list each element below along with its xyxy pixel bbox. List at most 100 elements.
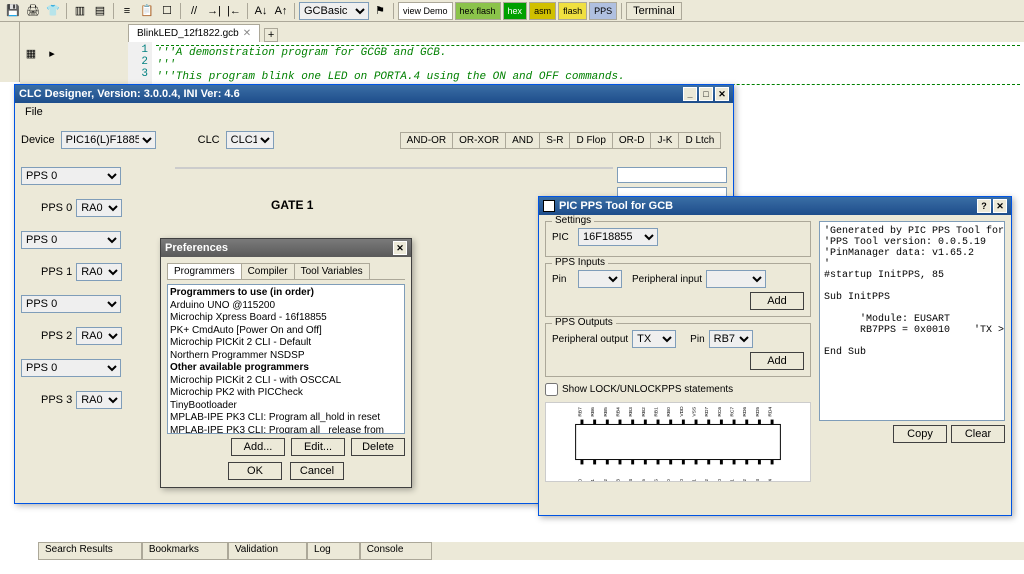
- file-tab[interactable]: BlinkLED_12f1822.gcb ✕: [128, 24, 260, 42]
- tab-programmers[interactable]: Programmers: [167, 263, 242, 279]
- terminal-button[interactable]: Terminal: [626, 2, 682, 20]
- periph-in-select[interactable]: [706, 270, 766, 288]
- clc-titlebar[interactable]: CLC Designer, Version: 3.0.0.4, INI Ver:…: [15, 85, 733, 103]
- tab-bookmarks[interactable]: Bookmarks: [142, 542, 228, 560]
- svg-text:RA5: RA5: [641, 479, 647, 481]
- svg-text:RE0: RE0: [679, 479, 685, 481]
- font-down-icon[interactable]: A↓: [252, 2, 270, 20]
- tab-and-or[interactable]: AND-OR: [400, 132, 453, 149]
- flash-button[interactable]: flash: [558, 2, 587, 20]
- outline-icon[interactable]: ▦: [22, 44, 40, 62]
- tab-search-results[interactable]: Search Results: [38, 542, 142, 560]
- paste-icon[interactable]: 📋: [138, 2, 156, 20]
- line-numbers: 123: [128, 42, 152, 88]
- input1-select[interactable]: PPS 0: [21, 231, 121, 249]
- close-icon[interactable]: ✕: [993, 199, 1007, 213]
- input3-pin-select[interactable]: RA0: [76, 391, 122, 409]
- dest0-input[interactable]: [617, 167, 727, 183]
- close-icon[interactable]: ✕: [243, 28, 251, 39]
- clc-menubar: File: [15, 103, 733, 121]
- svg-text:RE2: RE2: [704, 479, 710, 481]
- cancel-button[interactable]: Cancel: [290, 462, 344, 480]
- new-tab-button[interactable]: +: [264, 28, 278, 42]
- tab-sr[interactable]: S-R: [539, 132, 570, 149]
- tab-tool-variables[interactable]: Tool Variables: [294, 263, 370, 279]
- syntax-combo[interactable]: GCBasic: [299, 2, 369, 20]
- outdent-icon[interactable]: |←: [225, 2, 243, 20]
- save-icon[interactable]: 💾: [4, 2, 22, 20]
- settings-label: Settings: [552, 215, 594, 226]
- bookmark-icon[interactable]: ☐: [158, 2, 176, 20]
- delete-button[interactable]: Delete: [351, 438, 405, 456]
- split-h-icon[interactable]: ▥: [71, 2, 89, 20]
- tools-icon[interactable]: 👕: [44, 2, 62, 20]
- comment-icon[interactable]: //: [185, 2, 203, 20]
- clear-button[interactable]: Clear: [951, 425, 1005, 443]
- tab-or-xor[interactable]: OR-XOR: [452, 132, 506, 149]
- pic-select[interactable]: 16F18855: [578, 228, 658, 246]
- input-pin-select[interactable]: [578, 270, 622, 288]
- input3-select[interactable]: PPS 0: [21, 359, 121, 377]
- add-output-button[interactable]: Add: [750, 352, 804, 370]
- input2-pin-select[interactable]: RA0: [76, 327, 122, 345]
- output-pin-select[interactable]: RB7: [709, 330, 753, 348]
- copy-button[interactable]: Copy: [893, 425, 947, 443]
- svg-text:RA3: RA3: [616, 479, 622, 481]
- tab-dltch[interactable]: D Ltch: [678, 132, 721, 149]
- view-demo-button[interactable]: view Demo: [398, 2, 453, 20]
- pps-button[interactable]: PPS: [589, 2, 617, 20]
- code-content[interactable]: '''A demonstration program for GCGB and …: [152, 42, 1024, 88]
- tab-compiler[interactable]: Compiler: [241, 263, 295, 279]
- indent-icon[interactable]: →|: [205, 2, 223, 20]
- close-icon[interactable]: ✕: [393, 241, 407, 255]
- svg-text:RB5: RB5: [603, 407, 609, 417]
- svg-text:RB3: RB3: [628, 407, 634, 417]
- edit-button[interactable]: Edit...: [291, 438, 345, 456]
- periph-out-select[interactable]: TX: [632, 330, 676, 348]
- show-lock-checkbox[interactable]: [545, 383, 558, 396]
- input0-pin-select[interactable]: RA0: [76, 199, 122, 217]
- tab-validation[interactable]: Validation: [228, 542, 307, 560]
- ok-button[interactable]: OK: [228, 462, 282, 480]
- add-input-button[interactable]: Add: [750, 292, 804, 310]
- svg-text:VDD: VDD: [679, 406, 685, 417]
- tab-dflop[interactable]: D Flop: [569, 132, 612, 149]
- chip-diagram: RB7RB6RB5RB4RB3RB2RB1RB0VDDVSSRD7RC6RC7R…: [545, 402, 811, 482]
- add-button[interactable]: Add...: [231, 438, 285, 456]
- input1-pin-select[interactable]: RA0: [76, 263, 122, 281]
- svg-text:RB7: RB7: [577, 407, 583, 417]
- svg-text:RB1: RB1: [654, 407, 660, 417]
- pps-code-output[interactable]: 'Generated by PIC PPS Tool for Great Cow…: [819, 221, 1005, 421]
- fold-icon[interactable]: ▸: [43, 44, 61, 62]
- device-select[interactable]: PIC16(L)F1885x: [61, 131, 156, 149]
- tab-ord[interactable]: OR-D: [612, 132, 652, 149]
- close-icon[interactable]: ✕: [715, 87, 729, 101]
- svg-text:RD4: RD4: [768, 407, 774, 417]
- pref-titlebar[interactable]: Preferences ✕: [161, 239, 411, 257]
- split-v-icon[interactable]: ▤: [91, 2, 109, 20]
- svg-text:RA1: RA1: [590, 479, 596, 481]
- list-icon[interactable]: ≡: [118, 2, 136, 20]
- font-up-icon[interactable]: A↑: [272, 2, 290, 20]
- tab-jk[interactable]: J-K: [650, 132, 679, 149]
- input0-select[interactable]: PPS 0: [21, 167, 121, 185]
- pref-title: Preferences: [165, 242, 228, 254]
- minimize-icon[interactable]: _: [683, 87, 697, 101]
- tab-and[interactable]: AND: [505, 132, 540, 149]
- input2-select[interactable]: PPS 0: [21, 295, 121, 313]
- hex-button[interactable]: hex: [503, 2, 528, 20]
- pps-titlebar[interactable]: PIC PPS Tool for GCB ? ✕: [539, 197, 1011, 215]
- menu-file[interactable]: File: [19, 106, 49, 118]
- hexflash-button[interactable]: hex flash: [455, 2, 501, 20]
- star-icon[interactable]: ⚑: [371, 2, 389, 20]
- maximize-icon[interactable]: □: [699, 87, 713, 101]
- tab-log[interactable]: Log: [307, 542, 360, 560]
- programmers-list[interactable]: Programmers to use (in order) Arduino UN…: [167, 284, 405, 434]
- svg-text:VSS: VSS: [654, 478, 660, 481]
- help-icon[interactable]: ?: [977, 199, 991, 213]
- clc-select[interactable]: CLC1: [226, 131, 274, 149]
- asm-button[interactable]: asm: [529, 2, 556, 20]
- print-icon[interactable]: 🖨: [24, 2, 42, 20]
- preferences-window: Preferences ✕ Programmers Compiler Tool …: [160, 238, 412, 488]
- tab-console[interactable]: Console: [360, 542, 433, 560]
